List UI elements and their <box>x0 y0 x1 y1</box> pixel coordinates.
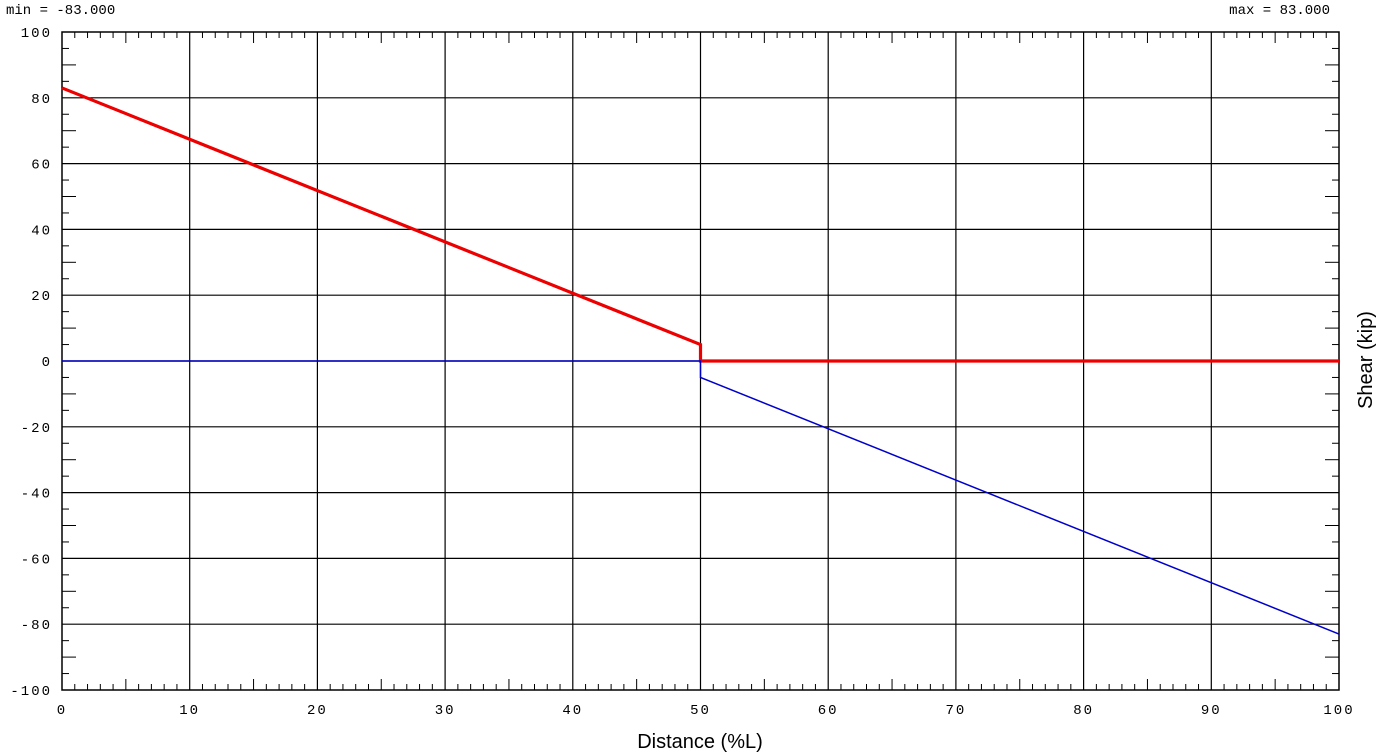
x-axis-label: Distance (%L) <box>637 731 763 753</box>
minor-ticks <box>62 32 1339 690</box>
y-axis-label: Shear (kip) <box>1355 311 1377 409</box>
x-tick-label: 80 <box>1073 703 1094 719</box>
x-tick-label: 60 <box>818 703 839 719</box>
x-tick-label: 10 <box>179 703 200 719</box>
data-series <box>61 86 1340 635</box>
y-tick-label: 0 <box>42 355 52 371</box>
y-tick-labels: 100 80 60 40 20 0 -20 -40 -60 -80 -100 <box>10 26 52 700</box>
x-tick-label: 0 <box>57 703 67 719</box>
y-tick-label: -100 <box>10 684 52 700</box>
y-tick-label: 60 <box>31 158 52 174</box>
x-tick-label: 70 <box>945 703 966 719</box>
y-tick-label: 80 <box>31 92 52 108</box>
x-tick-label: 90 <box>1201 703 1222 719</box>
y-tick-label: -60 <box>21 552 52 568</box>
x-tick-label: 20 <box>307 703 328 719</box>
x-tick-label: 100 <box>1323 703 1354 719</box>
y-tick-label: -40 <box>21 487 52 503</box>
y-tick-label: -80 <box>21 618 52 634</box>
x-tick-labels: 0 10 20 30 40 50 60 70 80 90 100 <box>57 703 1354 719</box>
max-label: max = 83.000 <box>1229 3 1330 19</box>
y-tick-label: 40 <box>31 223 52 239</box>
y-tick-label: 100 <box>21 26 52 42</box>
min-label: min = -83.000 <box>6 3 115 19</box>
series-line-1 <box>62 360 1340 635</box>
y-tick-label: 20 <box>31 289 52 305</box>
x-tick-label: 40 <box>562 703 583 719</box>
series-line-0 <box>61 86 1339 363</box>
x-tick-label: 50 <box>690 703 711 719</box>
y-tick-label: -20 <box>21 421 52 437</box>
x-tick-label: 30 <box>435 703 456 719</box>
